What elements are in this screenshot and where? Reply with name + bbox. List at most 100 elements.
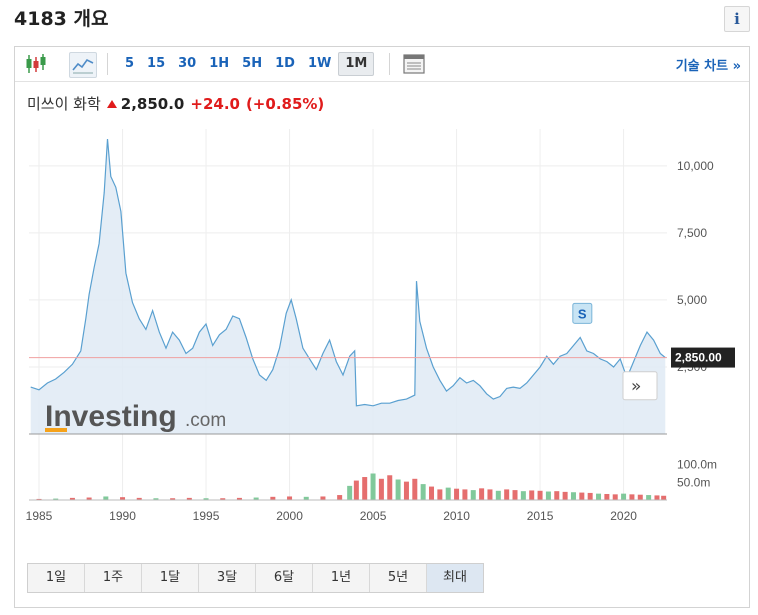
volume-bar [362,477,368,500]
interval-15[interactable]: 15 [147,56,166,71]
volume-bar [170,498,176,500]
page-title: 4183 개요 [14,8,109,30]
range-selector: 1일 1주 1달 3달 6달 1년 5년 최대 [27,563,484,593]
watermark-accent [45,428,67,432]
volume-bar [253,497,259,500]
chart-panel: 5 15 30 1H 5H 1D 1W 1M 기술 차트 » 미쓰이 화학 2,850.0 +24… [14,46,750,608]
instrument-name: 미쓰이 화학 [27,95,101,113]
candlestick-icon[interactable] [23,52,49,76]
volume-bar [270,496,276,500]
interval-5h[interactable]: 5H [242,56,263,71]
scroll-right-button [622,371,658,401]
volume-bar [596,493,602,500]
x-tick-label: 2010 [443,509,470,523]
volume-bar [445,487,451,500]
volume-bar [387,475,393,500]
investing-watermark: Investing [45,400,177,433]
volume-bar [395,479,401,500]
range-1d[interactable]: 1일 [28,564,85,592]
volume-bar [53,498,59,500]
volume-bar [136,497,142,500]
volume-bar [203,498,209,500]
range-1y[interactable]: 1년 [313,564,370,592]
range-1w[interactable]: 1주 [85,564,142,592]
volume-bar [86,497,92,500]
volume-bar [347,485,353,500]
toolbar-divider [389,53,390,75]
volume-bar [236,497,242,500]
volume-bar [537,490,543,500]
price-change-pct: (+0.85%) [245,95,325,113]
volume-bar [512,490,518,500]
volume-bar [429,486,435,500]
current-price-label: 2,850.00 [671,347,735,368]
volume-bar [554,491,560,500]
range-3m[interactable]: 3달 [199,564,256,592]
volume-bar [621,493,627,500]
volume-bar [529,490,535,500]
range-5y[interactable]: 5년 [370,564,427,592]
volume-bar [303,496,309,500]
volume-tick-label: 100.0m [677,458,717,472]
price-tick-label: 7,500 [677,226,707,240]
interval-1m[interactable]: 1M [338,52,375,76]
range-max[interactable]: 최대 [427,564,483,592]
volume-bar [654,495,660,500]
double-chevron-right-icon: » [631,377,641,397]
volume-bar [186,497,192,500]
volume-bar [353,480,359,500]
price-line [30,138,666,407]
price-tick-label: 10,000 [677,159,714,173]
signal-marker-label: S [578,306,587,321]
volume-bar [69,497,75,500]
volume-bar [120,497,126,500]
volume-bar [420,484,426,500]
volume-tick-label: 50.0m [677,475,710,489]
interval-1h[interactable]: 1H [209,56,230,71]
volume-bar [153,498,159,500]
volume-bar [520,491,526,500]
volume-bar [320,496,326,500]
toolbar-divider [107,53,108,75]
technical-chart-link[interactable]: 기술 차트 » [675,59,741,74]
volume-bar [437,489,443,500]
price-tick-label: 5,000 [677,293,707,307]
volume-bar [661,495,667,500]
x-tick-label: 1990 [109,509,136,523]
x-tick-label: 2015 [527,509,554,523]
price-chart[interactable]: Investing.com10,0007,5005,0002,5002,850.… [15,47,749,557]
volume-bar [462,489,468,500]
range-6m[interactable]: 6달 [256,564,313,592]
current-price-box [671,347,735,368]
info-icon[interactable]: i [724,6,750,32]
x-tick-label: 2000 [276,509,303,523]
x-tick-label: 2005 [360,509,387,523]
interval-5[interactable]: 5 [125,56,135,71]
volume-bar [378,478,384,500]
current-price-text: 2,850.00 [675,351,722,365]
volume-bar [604,493,610,500]
last-price: 2,850.0 [120,95,185,113]
volume-bar [370,473,376,500]
area-chart-icon[interactable] [69,52,97,78]
volume-bar [579,492,585,500]
volume-bar [403,481,409,500]
x-tick-label: 1985 [26,509,53,523]
volume-bar [220,498,226,500]
volume-bar [646,495,652,500]
range-1m[interactable]: 1달 [142,564,199,592]
volume-bar [545,491,551,500]
volume-bar [412,478,418,500]
interval-1w[interactable]: 1W [307,56,332,71]
price-area [30,139,666,434]
quote-header: 미쓰이 화학 2,850.0 +24.0 (+0.85%) [27,93,324,114]
table-view-icon[interactable] [401,52,427,76]
investing-watermark-suffix: .com [185,410,226,431]
volume-bar [562,491,568,500]
interval-30[interactable]: 30 [178,56,197,71]
volume-bar [470,490,476,500]
volume-bar [637,494,643,500]
volume-bar [36,498,42,500]
interval-1d[interactable]: 1D [275,56,295,71]
volume-bar [479,488,485,500]
